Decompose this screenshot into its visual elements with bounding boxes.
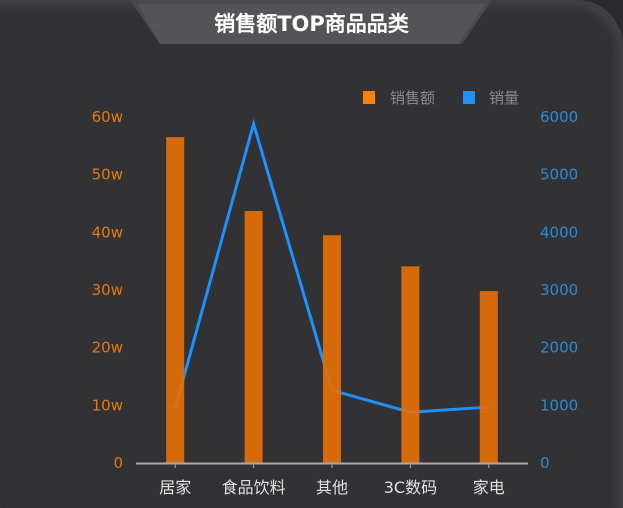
right-axis-tick-label: 4000 [540,223,578,241]
right-axis-tick-label: 2000 [540,339,578,357]
x-axis-category-label: 居家 [159,478,191,497]
sales-amount-bar [166,137,185,463]
legend-label-sales-amount: 销售额 [390,89,435,107]
left-axis-tick-label: 40w [92,223,123,241]
sales-amount-bar [323,235,341,463]
right-axis-tick-label: 6000 [540,108,578,126]
left-axis-tick-label: 20w [92,339,123,357]
legend-swatch-sales-volume [463,91,475,104]
left-axis-tick-label: 30w [92,281,123,299]
right-axis-tick-label: 0 [540,454,550,472]
legend-swatch-sales-amount [363,91,375,104]
x-axis-category-label: 3C数码 [384,478,437,497]
right-axis-tick-label: 3000 [540,281,578,299]
x-axis-category-label: 家电 [473,478,505,497]
title-banner [115,0,508,44]
chart-title: 销售额TOP商品品类 [214,12,409,36]
right-axis-tick-label: 1000 [540,396,578,414]
x-axis-category-label: 其他 [316,478,348,497]
left-axis-tick-label: 10w [92,396,123,414]
sales-amount-bar [401,266,420,463]
legend-label-sales-volume: 销量 [489,89,519,107]
left-axis-tick-label: 0 [113,454,123,472]
left-axis-tick-label: 50w [92,166,123,184]
x-axis-category-label: 食品饮料 [222,478,286,497]
sales-amount-bar [244,210,263,463]
sales-amount-bar [479,291,498,463]
right-axis-tick-label: 5000 [540,166,578,184]
left-axis-tick-label: 60w [92,108,123,126]
